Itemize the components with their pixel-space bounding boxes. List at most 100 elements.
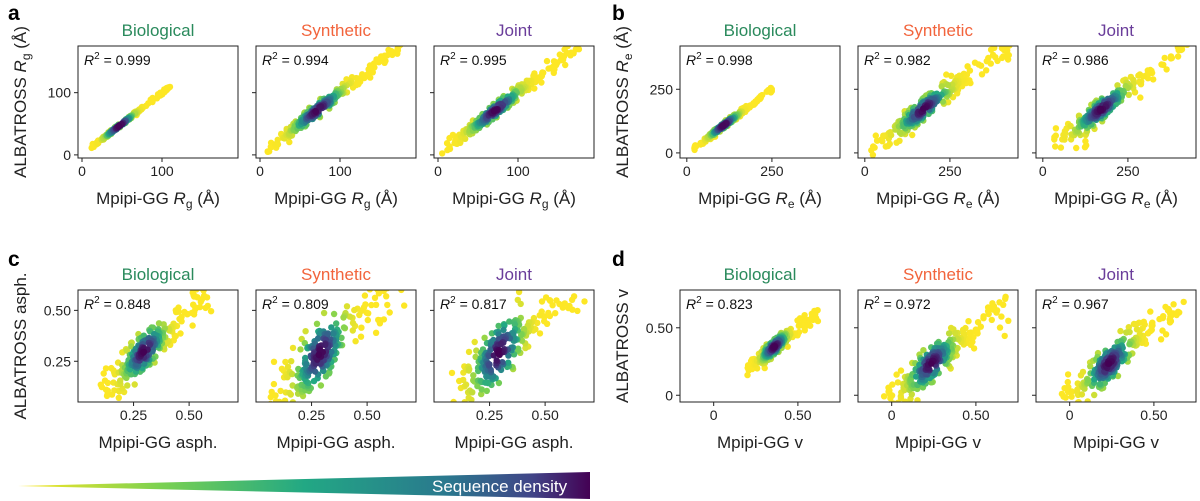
data-point	[1074, 386, 1081, 393]
data-point	[889, 381, 896, 388]
data-point	[552, 279, 558, 285]
data-point	[948, 72, 955, 80]
plot-frame	[77, 289, 239, 403]
data-point	[978, 71, 986, 78]
data-point	[1075, 399, 1082, 402]
data-point	[545, 65, 552, 72]
x-tick-label: 100	[150, 163, 174, 179]
data-point	[1117, 327, 1124, 335]
density-wedge	[18, 472, 590, 499]
x-axis-title-c: Mpipi-GG asph.	[98, 433, 217, 452]
data-point	[270, 403, 276, 409]
data-point	[326, 369, 333, 376]
data-point	[913, 373, 920, 380]
data-point	[289, 344, 297, 352]
data-point	[795, 322, 802, 329]
data-point	[1180, 298, 1187, 306]
data-point	[104, 387, 112, 394]
data-point	[386, 279, 392, 285]
r2-annotation: R2 = 0.809	[262, 295, 329, 312]
data-point	[1078, 391, 1086, 398]
data-point	[374, 290, 381, 293]
data-point	[197, 298, 204, 306]
data-point	[1097, 106, 1104, 114]
data-point	[328, 324, 335, 331]
data-point	[998, 54, 1006, 62]
data-point	[1085, 376, 1092, 384]
data-point	[909, 131, 916, 139]
data-point	[1065, 383, 1072, 391]
data-point	[1062, 394, 1069, 401]
data-point	[340, 324, 348, 331]
data-point	[499, 359, 506, 366]
data-point	[102, 365, 110, 372]
data-point	[207, 272, 213, 278]
x-tick-label: 0.50	[962, 407, 989, 423]
plot-frame	[1035, 45, 1197, 159]
data-point	[1059, 403, 1065, 409]
data-point	[506, 318, 513, 325]
data-point	[571, 275, 577, 281]
data-point	[1002, 295, 1009, 302]
data-point	[572, 270, 578, 276]
plot-title-d-biological: Biological	[724, 265, 797, 284]
x-axis-title-b: Mpipi-GG Re (Å)	[698, 189, 822, 211]
data-point	[340, 314, 347, 321]
data-point	[100, 370, 107, 377]
plot-frame	[1035, 289, 1197, 403]
data-point	[1064, 378, 1072, 386]
data-point	[460, 376, 467, 384]
y-tick-label: 0.50	[44, 302, 71, 318]
data-point	[363, 309, 370, 316]
data-point	[317, 382, 325, 389]
x-tick-label: 0	[861, 163, 869, 179]
data-point	[1150, 76, 1157, 83]
data-point	[495, 350, 502, 358]
data-point	[270, 358, 278, 365]
data-point	[351, 306, 358, 314]
data-point	[1122, 82, 1129, 90]
data-point	[518, 331, 525, 339]
data-point	[1170, 301, 1177, 308]
data-point	[470, 372, 477, 379]
plot-title-d-joint: Joint	[1098, 265, 1134, 284]
x-tick-label: 0.50	[784, 407, 811, 423]
data-point	[887, 131, 895, 139]
data-point	[974, 319, 982, 326]
panel-d: d ALBATROSS v Biological R2 = 0.823 0 0.50 0 0.…	[612, 248, 1197, 452]
data-point	[998, 313, 1005, 320]
data-point	[482, 379, 490, 386]
data-point	[888, 392, 896, 399]
scatter-points-d-joint	[1058, 298, 1187, 409]
data-point	[574, 307, 581, 315]
data-point	[565, 304, 572, 312]
data-point	[578, 266, 584, 272]
data-point	[928, 360, 935, 367]
data-point	[493, 357, 500, 364]
data-point	[1166, 316, 1173, 323]
data-point	[329, 330, 337, 337]
data-point	[386, 309, 393, 316]
data-point	[274, 141, 282, 148]
data-point	[1125, 324, 1133, 331]
data-point	[282, 358, 289, 366]
data-point	[914, 397, 921, 402]
data-point	[445, 403, 451, 409]
data-point	[517, 300, 524, 308]
data-point	[176, 315, 183, 323]
data-point	[896, 137, 903, 144]
data-point	[542, 272, 548, 278]
data-point	[111, 387, 118, 394]
data-point	[901, 404, 907, 410]
data-point	[1057, 144, 1065, 151]
data-point	[1174, 53, 1182, 60]
plot-title-b-biological: Biological	[724, 21, 797, 40]
data-point	[365, 66, 372, 73]
data-point	[1052, 125, 1060, 132]
data-point	[562, 61, 569, 69]
data-point	[966, 329, 973, 337]
data-point	[288, 370, 296, 378]
data-point	[209, 268, 215, 274]
data-point	[1096, 380, 1104, 388]
data-point	[372, 329, 380, 336]
